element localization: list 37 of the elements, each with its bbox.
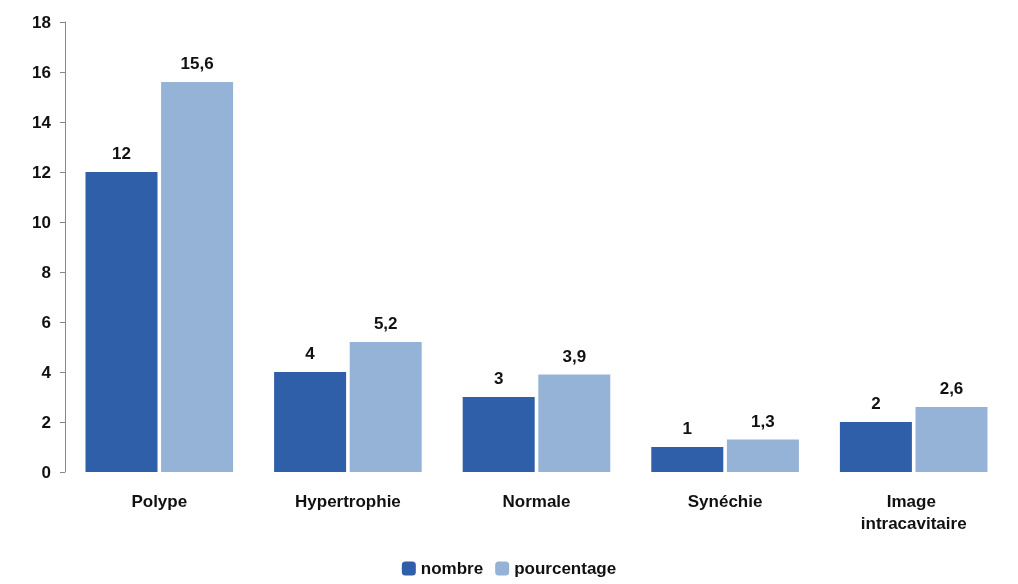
data-label: 4 <box>305 344 316 363</box>
bar <box>915 407 988 472</box>
bar <box>85 172 158 472</box>
data-label: 15,6 <box>180 54 214 73</box>
y-tick-label: 6 <box>41 312 51 332</box>
legend-label: pourcentage <box>514 559 617 578</box>
bar <box>726 439 799 472</box>
legend-label: nombre <box>420 559 484 578</box>
y-tick-label: 12 <box>32 162 51 182</box>
bar <box>462 397 535 472</box>
y-tick-label: 16 <box>32 62 51 82</box>
y-tick-label: 8 <box>41 262 51 282</box>
bar <box>538 374 611 472</box>
data-label: 12 <box>112 144 131 163</box>
data-label: 1 <box>682 419 693 438</box>
y-tick-label: 2 <box>41 412 51 432</box>
data-label: 2,6 <box>939 379 964 398</box>
y-tick-label: 10 <box>32 212 51 232</box>
bar <box>651 447 724 472</box>
data-label: 2 <box>871 394 881 413</box>
x-tick-label: Polype <box>131 491 188 511</box>
y-tick-label: 0 <box>41 462 51 482</box>
bar <box>349 342 422 472</box>
data-label: 3,9 <box>562 346 587 366</box>
y-tick-label: 18 <box>32 12 51 32</box>
data-label: 1,3 <box>751 411 775 431</box>
bar <box>161 82 234 472</box>
bar <box>839 422 912 472</box>
data-label: 3 <box>493 369 504 388</box>
y-tick-label: 4 <box>41 362 52 382</box>
bar <box>274 372 347 472</box>
x-tick-label: Image intracavitaire <box>860 491 967 533</box>
x-tick-label: Normale <box>502 491 571 511</box>
data-label: 5,2 <box>373 314 398 333</box>
y-tick-label: 14 <box>32 112 52 132</box>
x-tick-label: Synéchie <box>687 491 763 511</box>
x-tick-label: Hypertrophie <box>295 491 401 511</box>
